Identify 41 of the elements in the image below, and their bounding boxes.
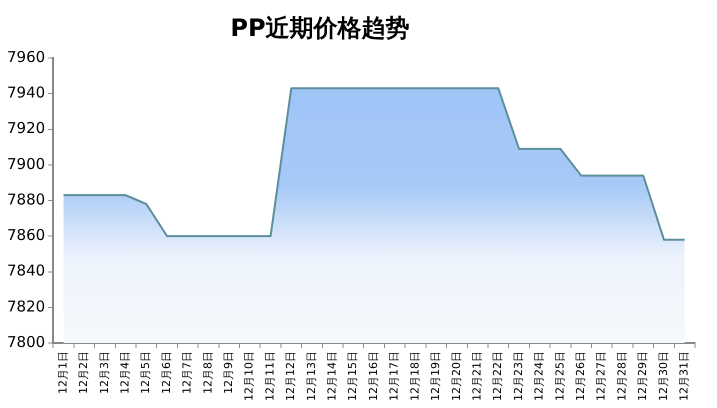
x-tick-label: 12月17日 (388, 351, 401, 402)
x-tick-label: 12月20日 (450, 351, 463, 402)
x-tick-label: 12月23日 (512, 351, 525, 402)
y-tick-label: 7920 (6, 119, 46, 138)
y-tick-label: 7820 (6, 297, 46, 316)
x-tick-label: 12月26日 (574, 351, 587, 402)
y-tick-label: 7960 (6, 48, 46, 66)
x-tick-label: 12月5日 (139, 351, 152, 394)
x-tick-label: 12月29日 (636, 351, 650, 402)
x-tick-label: 12月12日 (284, 351, 298, 402)
y-tick-label: 7800 (6, 332, 46, 351)
x-tick-label: 12月28日 (615, 351, 628, 402)
x-tick-label: 12月1日 (56, 351, 70, 394)
x-tick-label: 12月30日 (656, 351, 670, 402)
x-tick-label: 12月27日 (594, 351, 608, 402)
x-tick-label: 12月31日 (678, 351, 691, 402)
y-tick-label: 7940 (6, 84, 46, 102)
chart-title: PP近期价格趋势 (229, 13, 411, 44)
x-tick-label: 12月19日 (429, 351, 442, 402)
x-tick-label: 12月6日 (160, 351, 173, 394)
x-tick-label: 12月18日 (408, 351, 422, 402)
x-tick-label: 12月15日 (346, 351, 360, 402)
x-tick-label: 12月3日 (98, 351, 111, 394)
x-tick-label: 12月25日 (553, 351, 566, 402)
y-tick-label: 7900 (6, 154, 46, 173)
x-tick-label: 12月11日 (263, 351, 276, 402)
x-tick-label: 12月14日 (326, 351, 339, 402)
x-tick-label: 12月9日 (222, 351, 236, 394)
x-tick-label: 12月21日 (470, 351, 484, 402)
y-tick-label: 7840 (6, 262, 46, 280)
y-tick-label: 7860 (6, 226, 46, 244)
x-tick-label: 12月16日 (366, 351, 380, 402)
x-tick-label: 12月8日 (201, 351, 214, 394)
x-tick-label: 12月13日 (304, 351, 318, 402)
x-tick-label: 12月4日 (118, 351, 132, 394)
x-tick-label: 12月24日 (532, 351, 546, 402)
x-tick-label: 12月10日 (242, 351, 256, 402)
x-tick-label: 12月2日 (77, 351, 90, 394)
x-tick-label: 12月7日 (180, 351, 194, 394)
y-tick-label: 7880 (6, 190, 46, 208)
x-tick-label: 12月22日 (491, 351, 504, 402)
